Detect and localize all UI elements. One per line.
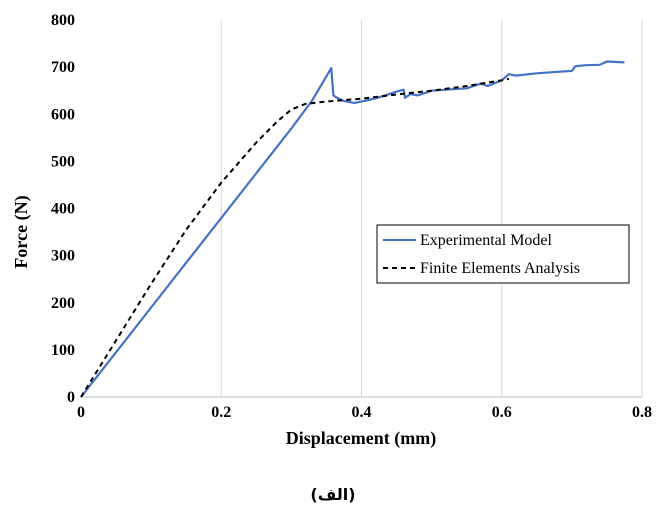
- legend-label-experimental: Experimental Model: [420, 232, 553, 249]
- legend-box: [376, 224, 630, 284]
- series-line-experimental-model: [80, 60, 625, 398]
- y-tick-label: 100: [51, 342, 75, 359]
- legend: Experimental Model Finite Elements Analy…: [376, 224, 630, 284]
- x-tick-label: 0.8: [632, 404, 652, 421]
- series-line-finite-elements-analysis: [80, 77, 509, 398]
- y-axis-title: Force (N): [11, 195, 32, 268]
- figure-caption: (الف): [310, 485, 355, 504]
- x-tick-label: 0.6: [492, 404, 512, 421]
- x-tick-label: 0: [77, 404, 85, 421]
- series: [80, 60, 625, 398]
- x-tick-label: 0.2: [211, 404, 231, 421]
- x-axis-title: Displacement (mm): [286, 428, 436, 449]
- y-tick-label: 300: [51, 248, 75, 265]
- tick-labels: 0 0.2 0.4 0.6 0.8 0 100 200 300 400 500 600 700 800: [51, 12, 652, 421]
- y-tick-label: 600: [51, 106, 75, 123]
- x-tick-label: 0.4: [352, 404, 372, 421]
- y-tick-label: 700: [51, 59, 75, 76]
- legend-label-fea: Finite Elements Analysis: [420, 260, 580, 277]
- y-tick-label: 400: [51, 201, 75, 218]
- y-tick-label: 0: [67, 389, 75, 406]
- y-tick-label: 200: [51, 295, 75, 312]
- grid: [220, 20, 643, 397]
- y-tick-label: 800: [51, 12, 75, 29]
- y-tick-label: 500: [51, 153, 75, 170]
